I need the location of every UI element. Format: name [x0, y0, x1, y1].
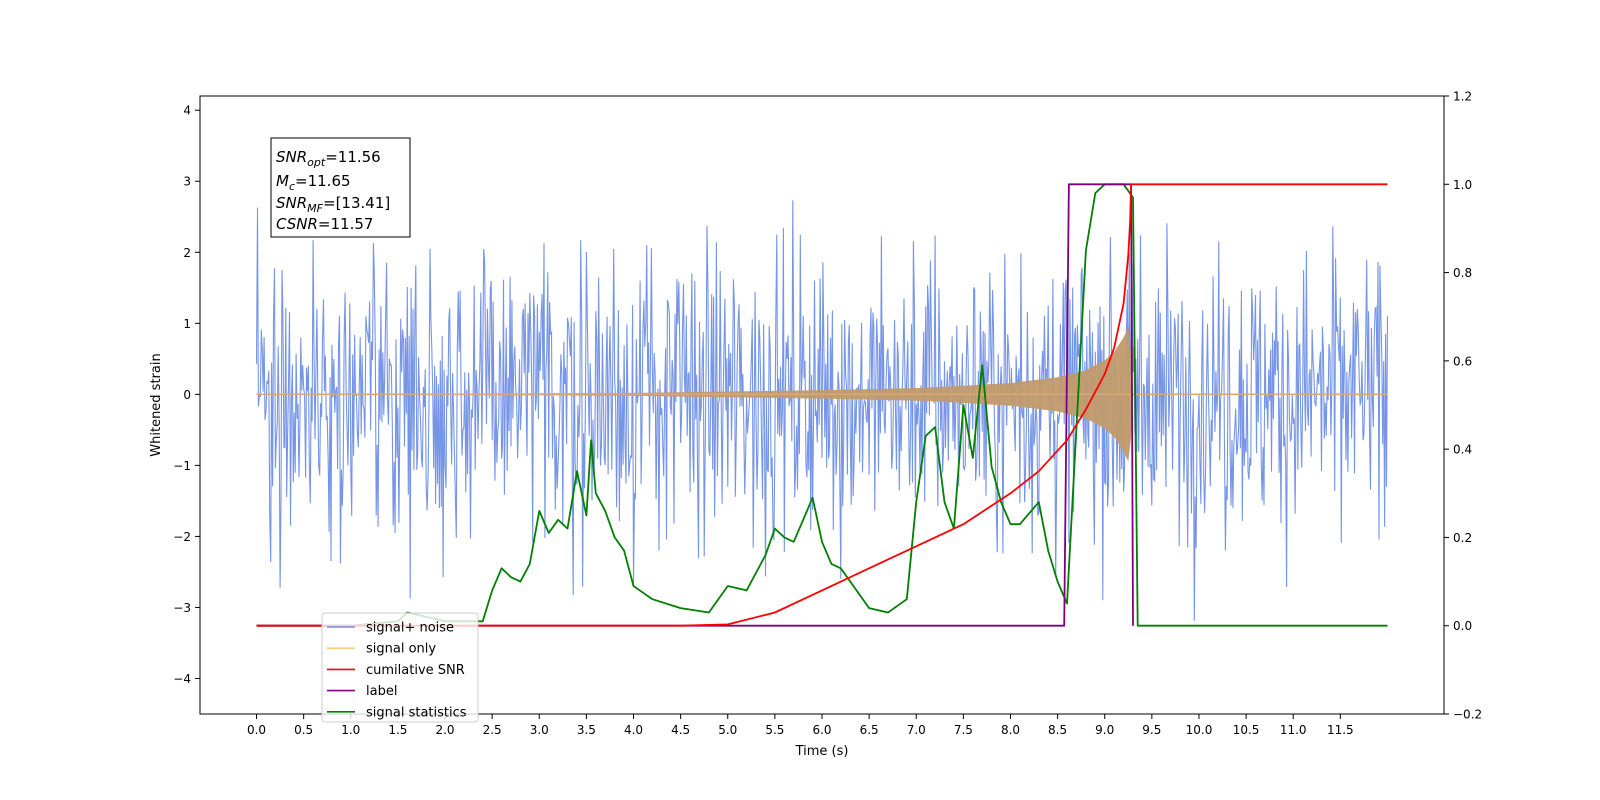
y-left-tick-label: 3 [183, 175, 191, 189]
x-tick-label: 8.5 [1048, 723, 1067, 737]
y-axis-left-label: Whitened strain [149, 353, 164, 456]
y-left-tick-label: −1 [173, 459, 191, 473]
line-signal-statistics [256, 183, 1388, 627]
y-left-tick-label: 1 [183, 317, 191, 331]
y-left-tick-label: −3 [173, 601, 191, 615]
y-left-tick-label: −2 [173, 530, 191, 544]
x-tick-label: 3.5 [577, 723, 596, 737]
x-tick-label: 7.0 [907, 723, 926, 737]
y-right-tick-label: 1.0 [1453, 178, 1472, 192]
x-tick-label: 11.5 [1327, 723, 1354, 737]
legend-label: signal statistics [366, 705, 467, 720]
y-left-tick-label: 4 [183, 104, 191, 118]
x-tick-label: 4.0 [624, 723, 643, 737]
x-tick-label: 10.5 [1233, 723, 1260, 737]
y-right-tick-label: 0.4 [1453, 443, 1472, 457]
y-axis-left: −4 −3 −2 −1 0 1 2 3 4 [173, 104, 200, 686]
x-tick-label: 5.5 [765, 723, 784, 737]
snr-mf-text: SNRMF=[13.41] [276, 194, 390, 215]
legend: signal+ noise signal only cumilative SNR la… [321, 612, 479, 723]
x-tick-label: 0.0 [247, 723, 266, 737]
csnr-text: CSNR=11.57 [276, 215, 373, 233]
series-signal-only [256, 326, 1388, 462]
x-tick-label: 5.0 [718, 723, 737, 737]
x-tick-label: 2.0 [435, 723, 454, 737]
x-axis-label: Time (s) [795, 744, 849, 759]
x-tick-label: 9.5 [1142, 723, 1161, 737]
x-axis: 0.0 0.5 1.0 1.5 2.0 2.5 3.0 3.5 4.0 4.5 5.0 5.5 6.0 6… [247, 714, 1354, 737]
y-left-tick-label: 2 [183, 246, 191, 260]
legend-label: signal only [366, 642, 436, 657]
x-tick-label: 8.0 [1001, 723, 1020, 737]
x-tick-label: 4.5 [671, 723, 690, 737]
y-right-tick-label: 0.8 [1453, 266, 1472, 280]
legend-label: label [366, 684, 397, 699]
x-tick-label: 10.0 [1186, 723, 1213, 737]
y-right-tick-label: 0.2 [1453, 531, 1472, 545]
y-left-tick-label: 0 [183, 388, 191, 402]
snr-opt-text: SNRopt=11.56 [276, 148, 381, 169]
metrics-annotation-box: SNRopt=11.56 Mc=11.65 SNRMF=[13.41] CSNR… [270, 137, 411, 238]
line-cumilative-snr [256, 183, 1388, 627]
y-right-tick-label: −0.2 [1453, 708, 1482, 722]
legend-label: signal+ noise [366, 621, 454, 636]
line-label [256, 183, 1134, 627]
y-right-tick-label: 0.0 [1453, 619, 1472, 633]
y-right-tick-label: 0.6 [1453, 354, 1472, 368]
y-left-tick-label: −4 [173, 672, 191, 686]
x-tick-label: 2.5 [483, 723, 502, 737]
x-tick-label: 0.5 [294, 723, 313, 737]
legend-label: cumilative SNR [366, 663, 465, 678]
y-right-tick-label: 1.2 [1453, 90, 1472, 104]
right-axis-series [256, 183, 1388, 627]
x-tick-label: 9.0 [1095, 723, 1114, 737]
x-tick-label: 1.0 [341, 723, 360, 737]
x-tick-label: 7.5 [954, 723, 973, 737]
x-tick-label: 6.0 [812, 723, 831, 737]
x-tick-label: 1.5 [388, 723, 407, 737]
y-axis-right: −0.2 0.0 0.2 0.4 0.6 0.8 1.0 1.2 [1444, 90, 1482, 722]
x-tick-label: 11.0 [1280, 723, 1307, 737]
mc-text: Mc=11.65 [276, 172, 351, 193]
x-tick-label: 3.0 [530, 723, 549, 737]
x-tick-label: 6.5 [860, 723, 879, 737]
